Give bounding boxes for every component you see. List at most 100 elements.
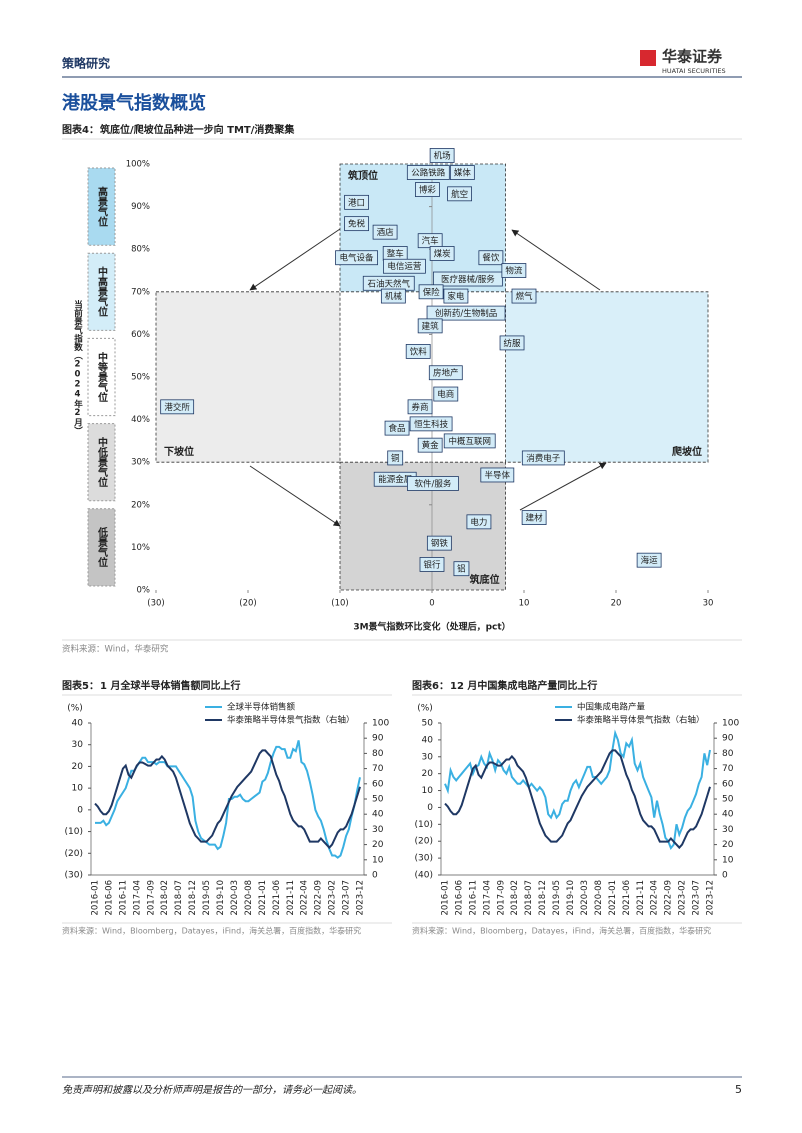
arrow (511, 229, 601, 291)
point-label: 软件/服务 (414, 479, 451, 490)
source: 资料来源：Wind，华泰研究 (62, 644, 169, 655)
x-tick-label: 2023-02 (328, 880, 338, 916)
x-tick-label: 2023-07 (342, 880, 352, 916)
point (384, 420, 410, 436)
x-tick-label: 2019-05 (552, 880, 562, 916)
x-tick-label: 20 (611, 599, 622, 609)
point (405, 344, 431, 359)
series-line (444, 749, 711, 850)
point-label: 整车 (387, 248, 404, 259)
y2-tick-label: 100 (372, 719, 389, 729)
y2-tick-label: 50 (722, 795, 734, 805)
y-tick-label: 10 (422, 786, 434, 796)
zone (505, 291, 709, 463)
point (429, 148, 455, 163)
band-label: 中等景气位 (96, 351, 109, 403)
x-tick-label: 2022-04 (650, 880, 660, 916)
zone-label: 筑顶位 (348, 169, 378, 182)
point (407, 476, 459, 491)
x-tick-label: 2016-01 (441, 880, 451, 916)
point (478, 250, 504, 266)
x-tick-label: 2019-10 (216, 880, 226, 916)
band-label: 高景气位 (96, 185, 109, 227)
y-tick-label: 50 (422, 719, 434, 729)
point (449, 165, 475, 180)
band (87, 508, 116, 587)
point-label: 机械 (385, 291, 403, 302)
legend-label: 华泰策略半导体景气指数（右轴） (227, 715, 355, 726)
point (419, 557, 445, 572)
x-tick-label: 2016-06 (454, 880, 464, 916)
x-tick-label: 2017-04 (132, 880, 142, 916)
point (380, 288, 406, 304)
point-label: 银行 (423, 559, 441, 570)
page-number: 5 (735, 1083, 742, 1096)
point-label: 机场 (434, 150, 451, 161)
point-label: 电气设备 (340, 253, 375, 264)
x-tick-label: 2020-03 (580, 880, 590, 916)
y2-tick-label: 60 (372, 779, 384, 789)
point (426, 535, 452, 551)
x-tick-label: 2021-11 (636, 880, 646, 916)
point (335, 250, 378, 266)
point (453, 561, 470, 577)
y-tick-label: 40% (131, 415, 150, 425)
point (429, 246, 455, 261)
y-tick-label: (20) (65, 849, 83, 859)
point-label: 物流 (505, 266, 523, 277)
band (87, 252, 116, 331)
y-tick-label: (10) (415, 820, 433, 830)
point (372, 224, 398, 240)
source: 资料来源：Wind，Bloomberg，Datayes，iFind，海关总署，百… (62, 926, 361, 936)
y-tick-label: 40 (72, 719, 84, 729)
y2-tick-label: 20 (722, 840, 734, 850)
y2-tick-label: 90 (722, 734, 734, 744)
point-label: 饮料 (410, 346, 428, 357)
point (418, 284, 444, 300)
y-tick-label: (30) (65, 871, 83, 881)
band-label: 中低景气位 (96, 436, 109, 488)
band-label: 低景气位 (96, 526, 109, 568)
point (501, 263, 527, 278)
y-tick-label: 50% (131, 373, 150, 383)
arrow (519, 462, 607, 511)
y-axis-title: 当前景气指数（2024年2月） (73, 299, 84, 435)
legend-label: 华泰策略半导体景气指数（右轴） (577, 715, 705, 726)
point-label: 家电 (447, 291, 465, 302)
point-label: 恒生科技 (414, 419, 449, 430)
y2-tick-label: 100 (722, 719, 739, 729)
point-label: 公路铁路 (411, 168, 446, 179)
figure-label: 图表4： (62, 123, 99, 136)
point-label: 黄金 (422, 440, 440, 451)
y-tick-label: 0 (427, 803, 433, 813)
zone (155, 291, 341, 463)
point-label: 电力 (470, 517, 487, 528)
point-label: 房地产 (433, 368, 459, 379)
y2-tick-label: 70 (372, 764, 384, 774)
y2-tick-label: 40 (722, 810, 734, 820)
x-tick-label: 2018-07 (174, 880, 184, 916)
point (443, 288, 469, 304)
x-tick-label: 2017-04 (482, 880, 492, 916)
section-name: 策略研究 (62, 56, 110, 71)
x-tick-label: 2019-05 (202, 880, 212, 916)
point-label: 铝 (457, 564, 466, 575)
point-label: 汽车 (422, 236, 439, 247)
y2-tick-label: 0 (722, 871, 728, 881)
x-tick-label: 30 (703, 599, 714, 609)
x-tick-label: 2023-12 (706, 880, 716, 916)
point (428, 365, 463, 381)
source: 资料来源：Wind，Bloomberg，Datayes，iFind，海关总署，百… (412, 926, 711, 936)
y-tick-label: 80% (131, 245, 150, 255)
y2-tick-label: 60 (722, 779, 734, 789)
point-label: 能源金属 (378, 474, 412, 485)
point-label: 消费电子 (526, 453, 561, 464)
point (414, 182, 440, 197)
zone-label: 爬坡位 (671, 445, 702, 458)
point-label: 媒体 (454, 168, 472, 179)
y2-tick-label: 20 (372, 840, 384, 850)
legend-label: 全球半导体销售额 (227, 702, 296, 713)
zone-label: 下坡位 (164, 445, 194, 458)
y-tick-label: 0 (77, 805, 83, 815)
y-tick-label: 60% (131, 330, 150, 340)
